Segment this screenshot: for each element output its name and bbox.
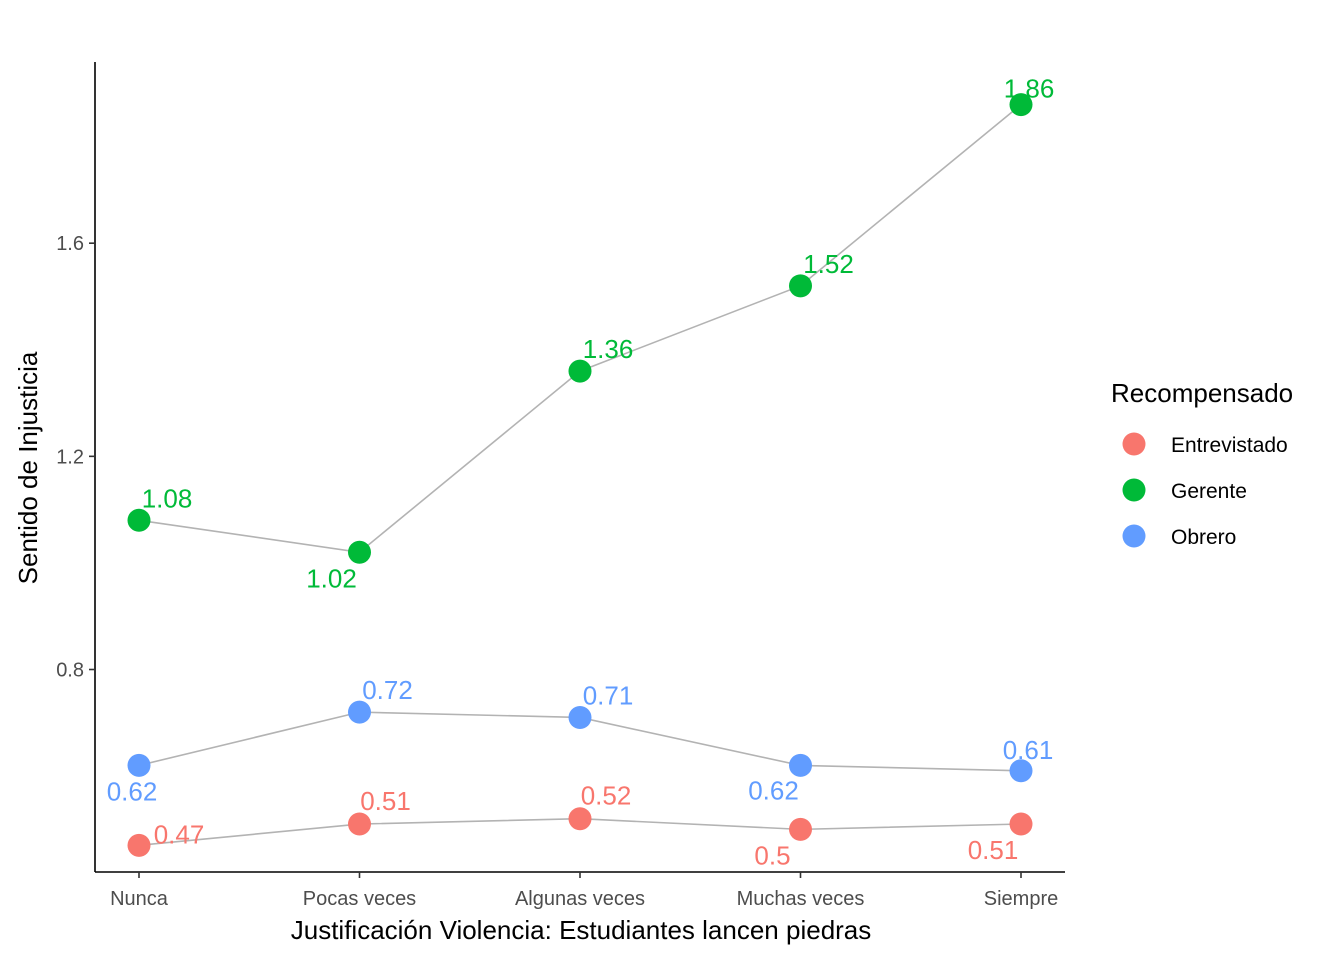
data-point	[348, 540, 371, 564]
legend-label: Gerente	[1171, 480, 1247, 503]
data-labels: 0.47 0.51 0.52 0.5 0.51 1.08 1.02 1.36 1.52 1.86 0…	[107, 74, 1055, 871]
data-point	[1009, 93, 1033, 117]
data-point	[789, 274, 812, 298]
x-tick-label: Pocas veces	[303, 888, 416, 910]
x-tick-label: Siempre	[984, 888, 1058, 910]
data-point	[568, 359, 592, 383]
y-tick-label: 0.8	[56, 660, 84, 682]
data-point	[127, 833, 151, 857]
legend: Recompensado Entrevistado Gerente Obrero	[1111, 378, 1293, 549]
legend-label: Obrero	[1171, 526, 1236, 549]
x-tick-label: Muchas veces	[737, 888, 865, 910]
legend-title: Recompensado	[1111, 378, 1293, 408]
y-tick-label: 1.2	[56, 446, 84, 468]
x-tick-label: Algunas veces	[515, 888, 645, 910]
data-label: 0.51	[968, 835, 1019, 865]
data-point	[789, 753, 812, 777]
legend-swatch	[1122, 432, 1146, 456]
data-label: 1.02	[306, 563, 357, 593]
y-tick-label: 1.6	[56, 233, 84, 255]
series-lines	[138, 104, 1022, 847]
legend-items: Entrevistado Gerente Obrero	[1122, 432, 1288, 549]
data-label: 0.5	[754, 840, 790, 870]
x-axis-title: Justificación Violencia: Estudiantes lan…	[291, 915, 872, 945]
data-label: 0.52	[581, 781, 632, 811]
data-label: 1.86	[1004, 74, 1055, 104]
data-label: 0.62	[107, 776, 158, 806]
data-point	[348, 700, 371, 724]
data-label: 0.51	[360, 786, 411, 816]
x-tick-label: Nunca	[110, 888, 169, 910]
data-label: 1.52	[803, 249, 854, 279]
data-label: 0.62	[748, 775, 799, 805]
data-label: 0.71	[583, 680, 634, 710]
data-point	[127, 508, 151, 532]
series-points	[127, 93, 1033, 857]
y-axis-title: Sentido de Injusticia	[13, 351, 43, 584]
data-point	[789, 817, 812, 841]
data-label: 0.47	[154, 819, 205, 849]
x-axis-ticks: Nunca Pocas veces Algunas veces Muchas vece…	[110, 872, 1058, 910]
data-point	[568, 807, 592, 831]
legend-swatch	[1122, 524, 1146, 548]
data-point	[348, 812, 371, 836]
data-label: 1.08	[142, 483, 193, 513]
series-line	[138, 104, 1022, 554]
data-label: 0.61	[1003, 735, 1054, 765]
data-point	[1009, 759, 1033, 783]
data-label: 0.72	[362, 675, 413, 705]
y-axis-ticks: 0.8 1.2 1.6	[56, 233, 95, 682]
legend-swatch	[1122, 478, 1146, 502]
data-point	[568, 705, 592, 729]
data-label: 1.36	[583, 334, 634, 364]
legend-label: Entrevistado	[1171, 434, 1288, 457]
data-point	[127, 753, 151, 777]
data-point	[1009, 812, 1033, 836]
